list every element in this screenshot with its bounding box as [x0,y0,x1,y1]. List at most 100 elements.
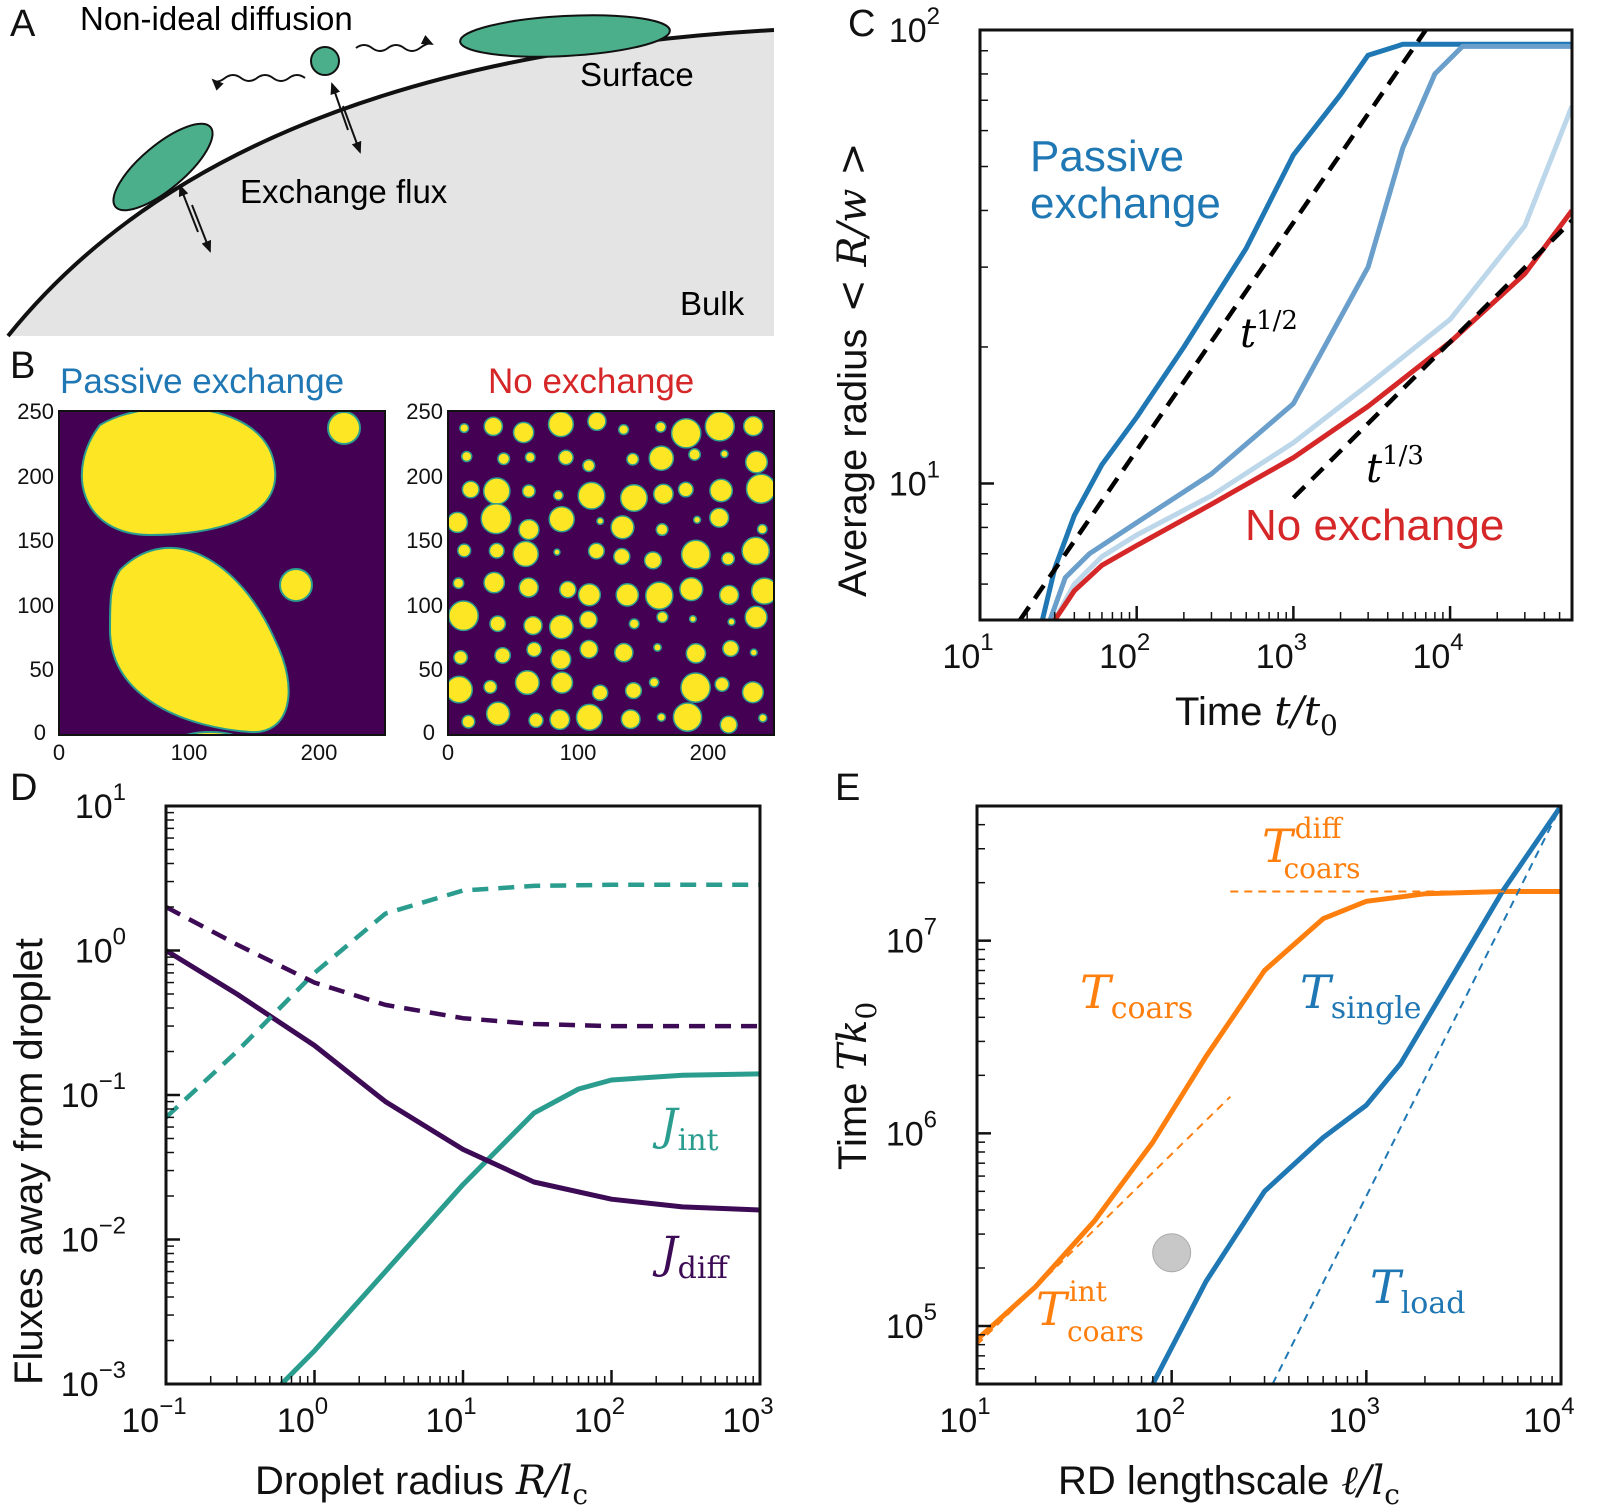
b-xtick: 0 [53,740,65,765]
droplet [452,577,465,590]
series-c-5 [1291,219,1572,500]
c-label-passive-1: Passive [1030,132,1184,181]
droplet [653,642,662,652]
b-title-passive: Passive exchange [60,362,344,401]
droplet [654,421,667,433]
bulk-region [8,30,774,336]
c-xlabel: Time t/t0 [1175,689,1338,742]
droplet [672,702,703,732]
small-droplet [310,46,340,76]
droplet [480,503,512,535]
series-e-4 [1271,806,1561,1384]
e-label-coars: Tcoars [1080,965,1193,1026]
panel-letter-e: E [835,767,860,809]
c-label-third: t1/3 [1366,441,1424,492]
droplet [523,615,543,636]
droplet [488,542,505,559]
series-c-4 [1018,30,1428,620]
panel-letter-d: D [10,767,37,809]
droplet [549,709,571,731]
droplet [685,643,707,664]
series-d-1 [166,948,760,1213]
droplet [727,617,736,626]
marker-point [1152,1233,1192,1273]
panel-d: D 10−1 100 101 102 103 10−3 10−2 10−1 100 101 Jin… [7,767,774,1511]
droplet [518,577,539,598]
panel-letter-c: C [848,3,875,45]
droplet [709,478,734,503]
droplet [741,536,771,566]
c-label-half: t1/2 [1240,306,1298,357]
droplet [483,416,504,437]
droplet [745,473,774,504]
droplet [680,539,711,570]
x-tick-label: 104 [1412,629,1463,676]
b-xtick: 100 [171,740,208,765]
droplet [688,614,697,624]
droplet [741,681,765,704]
droplet [460,450,473,463]
droplet [577,583,602,607]
droplet [512,540,539,568]
droplet [448,511,469,534]
droplet [548,505,575,533]
droplet [579,610,598,630]
droplet [521,484,536,499]
panel-a: A Non-ideal diffusion Surface Exchange f… [6,0,775,338]
series-c-1 [1047,43,1572,620]
b-ytick: 200 [406,464,443,489]
x-tick-label: 103 [1256,629,1307,676]
y-tick-label: 10−2 [61,1213,126,1260]
c-label-passive-2: exchange [1030,179,1221,228]
series-d-0 [279,1071,760,1384]
droplet [758,713,768,723]
panel-e: E 101 102 103 104 105 106 107 Tdiff coars Tcoar… [830,767,1575,1511]
b-ytick: 250 [406,399,443,424]
droplet [528,712,544,729]
droplet [577,481,606,510]
droplet [459,422,470,434]
y-tick-label: 101 [889,456,940,503]
c-ylabel: Average radius< R/w > [830,142,876,597]
b-ytick: 100 [406,593,443,618]
y-tick-label: 100 [75,924,126,971]
droplet [709,507,730,528]
droplet [744,605,768,629]
e-label-coars-diff: Tdiff coars [1262,812,1360,885]
droplet [582,458,596,473]
droplet-left [112,122,214,212]
droplet [648,445,675,472]
droplet [704,411,736,442]
droplet [620,709,641,730]
diffusion-arrow-right [355,35,434,52]
e-xlabel: RD lengthscale ℓ/lc [1058,1458,1400,1511]
droplet [744,450,769,474]
series-d-3 [166,905,760,1029]
droplet [483,571,506,594]
series-c-0 [1039,41,1572,620]
x-tick-label: 102 [1099,629,1150,676]
droplet [512,421,535,444]
droplet [483,679,498,694]
b-ytick: 150 [17,528,54,553]
droplet [742,415,764,437]
b-left-xticks: 0 100 200 [53,740,337,765]
droplet [644,581,674,611]
droplet [677,481,694,498]
droplet [457,543,472,558]
series-c-2 [1052,105,1572,620]
droplet [482,477,511,505]
x-tick-label: 100 [277,1393,328,1440]
droplet [461,480,480,499]
droplet [655,523,669,537]
droplet [553,490,564,501]
y-tick-label: 10−3 [61,1357,126,1404]
y-tick-label: 105 [886,1299,937,1346]
x-tick-label: 102 [574,1393,625,1440]
droplet [497,452,511,466]
series-e-1 [1150,806,1561,1384]
series-c-3 [1052,209,1572,620]
droplet [718,584,740,606]
droplet [643,551,663,570]
droplet [547,411,575,438]
